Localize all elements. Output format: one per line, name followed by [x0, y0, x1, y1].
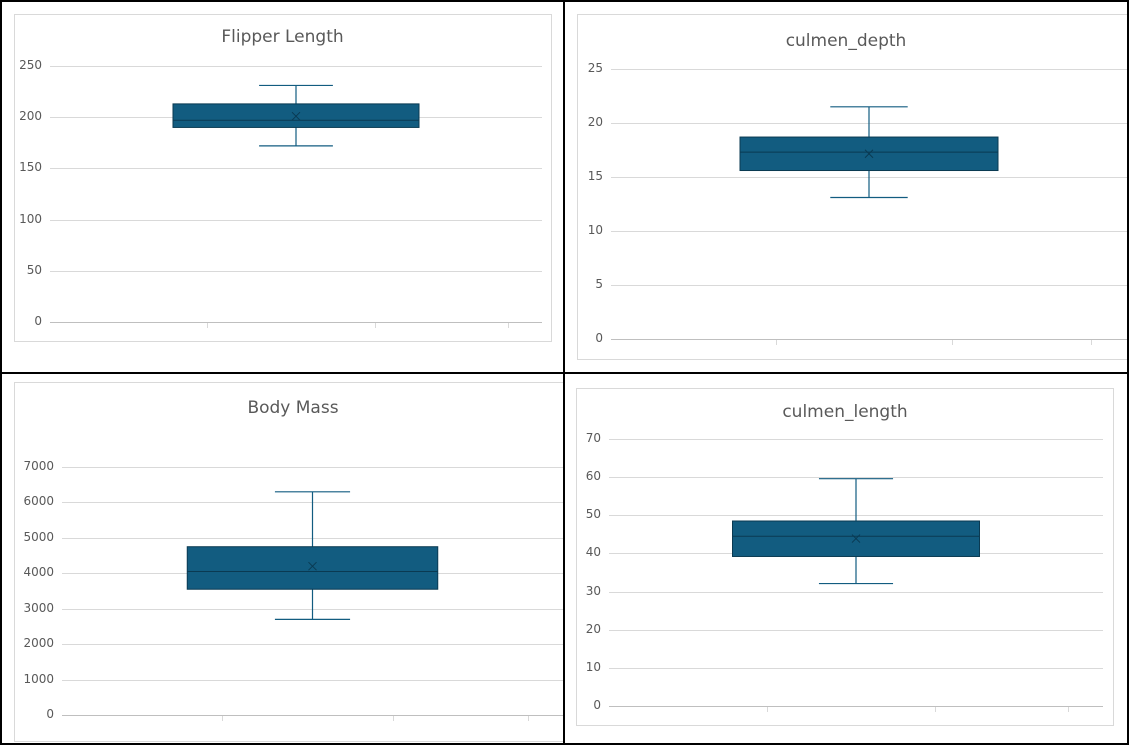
- x-tick-mark: [767, 707, 768, 712]
- y-tick-label: 0: [593, 698, 601, 712]
- x-tick-mark: [393, 716, 394, 721]
- y-tick-label: 6000: [23, 494, 54, 508]
- grid-divider-right: [1127, 0, 1129, 745]
- chart-area: [577, 14, 1127, 360]
- x-tick-mark: [1091, 340, 1092, 345]
- y-tick-label: 60: [585, 469, 601, 483]
- gridline: [609, 439, 1103, 440]
- mean-marker-b: [308, 561, 317, 571]
- gridline: [50, 271, 542, 272]
- x-tick-mark: [508, 323, 509, 328]
- x-axis-line: [609, 706, 1103, 707]
- x-tick-mark: [935, 707, 936, 712]
- y-tick-label: 150: [19, 160, 42, 174]
- chart-panel-culmen-length: culmen_length 70 60 50 40 30 20 10 0: [565, 374, 1127, 743]
- boxplot-svg: [172, 84, 420, 147]
- x-axis-line: [50, 322, 542, 323]
- y-tick-label: 40: [585, 545, 601, 559]
- x-axis-line: [62, 715, 563, 716]
- y-tick-label: 200: [19, 109, 42, 123]
- boxplot-svg: [739, 106, 999, 199]
- x-tick-mark: [222, 716, 223, 721]
- gridline: [62, 644, 563, 645]
- gridline: [609, 668, 1103, 669]
- boxplot-svg: [186, 491, 439, 620]
- grid-divider-left: [0, 0, 2, 745]
- y-tick-label: 0: [595, 331, 603, 345]
- y-tick-label: 0: [34, 314, 42, 328]
- chart-area: [14, 14, 552, 342]
- y-tick-label: 100: [19, 212, 42, 226]
- y-tick-label: 20: [587, 115, 603, 129]
- x-tick-mark: [528, 716, 529, 721]
- mean-marker-b: [291, 111, 301, 121]
- y-tick-label: 1000: [23, 672, 54, 686]
- iqr-box: [186, 546, 439, 590]
- x-axis-line: [611, 339, 1127, 340]
- x-tick-mark: [1068, 707, 1069, 712]
- gridline: [50, 220, 542, 221]
- chart-title: Flipper Length: [221, 27, 344, 47]
- grid-divider-center: [563, 0, 565, 745]
- y-tick-label: 5000: [23, 530, 54, 544]
- x-tick-mark: [207, 323, 208, 328]
- y-tick-label: 3000: [23, 601, 54, 615]
- y-tick-label: 10: [585, 660, 601, 674]
- y-tick-label: 7000: [23, 459, 54, 473]
- boxplot-svg: [732, 478, 980, 585]
- x-tick-mark: [776, 340, 777, 345]
- y-tick-label: 4000: [23, 565, 54, 579]
- gridline: [611, 285, 1127, 286]
- y-tick-label: 0: [46, 707, 54, 721]
- chart-title: culmen_depth: [785, 31, 907, 51]
- chart-title: culmen_length: [782, 402, 908, 422]
- y-tick-label: 25: [587, 61, 603, 75]
- chart-panel-flipper-length: Flipper Length 250 200 150 100 50 0: [2, 2, 563, 372]
- mean-marker-b: [864, 149, 874, 159]
- chart-panel-culmen-depth: culmen_depth 25 20 15 10 5 0: [565, 2, 1127, 372]
- gridline: [609, 592, 1103, 593]
- x-tick-mark: [952, 340, 953, 345]
- gridline: [609, 630, 1103, 631]
- y-tick-label: 50: [585, 507, 601, 521]
- x-tick-mark: [375, 323, 376, 328]
- gridline: [50, 168, 542, 169]
- gridline: [62, 680, 563, 681]
- gridline: [62, 467, 563, 468]
- gridline: [609, 477, 1103, 478]
- y-tick-label: 15: [587, 169, 603, 183]
- chart-title: Body Mass: [247, 398, 339, 418]
- y-tick-label: 250: [19, 58, 42, 72]
- y-tick-label: 10: [587, 223, 603, 237]
- gridline: [611, 231, 1127, 232]
- y-tick-label: 70: [585, 431, 601, 445]
- gridline: [50, 66, 542, 67]
- y-tick-label: 50: [26, 263, 42, 277]
- y-tick-label: 30: [585, 584, 601, 598]
- y-tick-label: 5: [595, 277, 603, 291]
- mean-marker-b: [851, 534, 861, 543]
- y-tick-label: 2000: [23, 636, 54, 650]
- chart-area: [576, 388, 1114, 726]
- y-tick-label: 20: [585, 622, 601, 636]
- chart-panel-body-mass: Body Mass 7000 6000 5000 4000 3000 2000 1000 0: [2, 374, 563, 743]
- gridline: [611, 69, 1127, 70]
